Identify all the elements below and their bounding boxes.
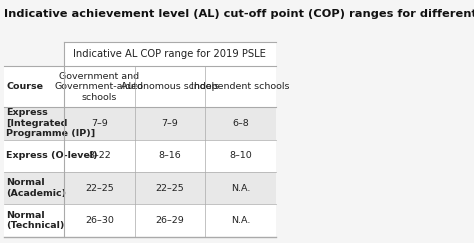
Text: 8–10: 8–10 <box>229 151 252 160</box>
Text: Express (O-level): Express (O-level) <box>6 151 98 160</box>
Bar <box>4 139 276 172</box>
Text: 6–8: 6–8 <box>232 119 249 128</box>
Text: Indicative AL COP range for 2019 PSLE: Indicative AL COP range for 2019 PSLE <box>73 49 266 59</box>
Text: 26–30: 26–30 <box>85 216 114 225</box>
Text: 8–22: 8–22 <box>88 151 110 160</box>
Text: 8–16: 8–16 <box>158 151 181 160</box>
Text: Autonomous schools: Autonomous schools <box>121 82 219 91</box>
Bar <box>4 66 276 107</box>
Text: Independent schools: Independent schools <box>191 82 290 91</box>
Bar <box>4 172 276 204</box>
Text: 22–25: 22–25 <box>85 184 114 193</box>
Text: N.A.: N.A. <box>231 184 250 193</box>
Text: 7–9: 7–9 <box>91 119 108 128</box>
Text: Course: Course <box>6 82 44 91</box>
Bar <box>64 42 276 66</box>
Text: 22–25: 22–25 <box>155 184 184 193</box>
Text: Normal
(Academic): Normal (Academic) <box>6 178 66 198</box>
Bar <box>4 204 276 237</box>
Text: 26–29: 26–29 <box>155 216 184 225</box>
Text: Normal
(Technical): Normal (Technical) <box>6 211 65 230</box>
Bar <box>4 107 276 139</box>
Text: N.A.: N.A. <box>231 216 250 225</box>
Text: Government and
Government-aided
schools: Government and Government-aided schools <box>55 72 144 102</box>
Text: Indicative achievement level (AL) cut-off point (COP) ranges for different schoo: Indicative achievement level (AL) cut-of… <box>4 9 474 19</box>
Text: Express
[Integrated
Programme (IP)]: Express [Integrated Programme (IP)] <box>6 108 96 138</box>
Text: 7–9: 7–9 <box>162 119 178 128</box>
